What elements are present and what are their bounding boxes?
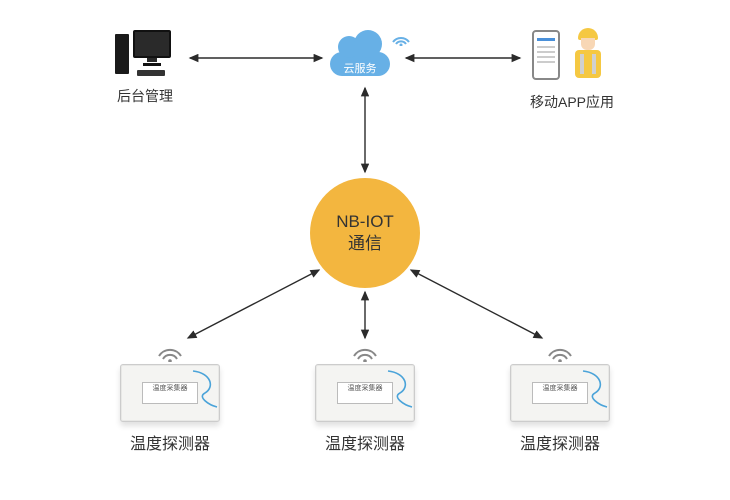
cloud-node: 云服务 bbox=[330, 34, 410, 84]
sensor3-node: 温度采集器 温度探测器 bbox=[505, 340, 615, 454]
sensor1-label: 温度探测器 bbox=[130, 430, 210, 454]
wifi-icon bbox=[390, 28, 412, 46]
sensor-tag: 温度采集器 bbox=[337, 382, 393, 404]
sensor3-label: 温度探测器 bbox=[520, 430, 600, 454]
hub-node: NB-IOT 通信 bbox=[310, 178, 420, 288]
hub-label-line1: NB-IOT bbox=[336, 211, 394, 233]
desktop-computer-icon bbox=[115, 30, 175, 80]
wire-icon bbox=[386, 369, 416, 409]
cloud-label: 云服务 bbox=[330, 60, 390, 76]
backend-node: 后台管理 bbox=[115, 30, 175, 106]
wifi-icon bbox=[545, 340, 575, 362]
mobile-label: 移动APP应用 bbox=[530, 92, 614, 112]
sensor1-node: 温度采集器 温度探测器 bbox=[115, 340, 225, 454]
wifi-icon bbox=[155, 340, 185, 362]
phone-worker-icon bbox=[532, 26, 612, 86]
sensor-box-icon: 温度采集器 bbox=[510, 364, 610, 422]
backend-label: 后台管理 bbox=[117, 86, 173, 106]
hub-circle-icon: NB-IOT 通信 bbox=[310, 178, 420, 288]
wire-icon bbox=[191, 369, 221, 409]
sensor-tag: 温度采集器 bbox=[142, 382, 198, 404]
sensor-box-icon: 温度采集器 bbox=[120, 364, 220, 422]
hub-label-line2: 通信 bbox=[348, 233, 382, 255]
sensor2-label: 温度探测器 bbox=[325, 430, 405, 454]
cloud-icon: 云服务 bbox=[330, 44, 390, 76]
sensor-box-icon: 温度采集器 bbox=[315, 364, 415, 422]
mobile-node: 移动APP应用 bbox=[530, 26, 614, 112]
wifi-icon bbox=[350, 340, 380, 362]
sensor-tag: 温度采集器 bbox=[532, 382, 588, 404]
wire-icon bbox=[581, 369, 611, 409]
sensor2-node: 温度采集器 温度探测器 bbox=[310, 340, 420, 454]
